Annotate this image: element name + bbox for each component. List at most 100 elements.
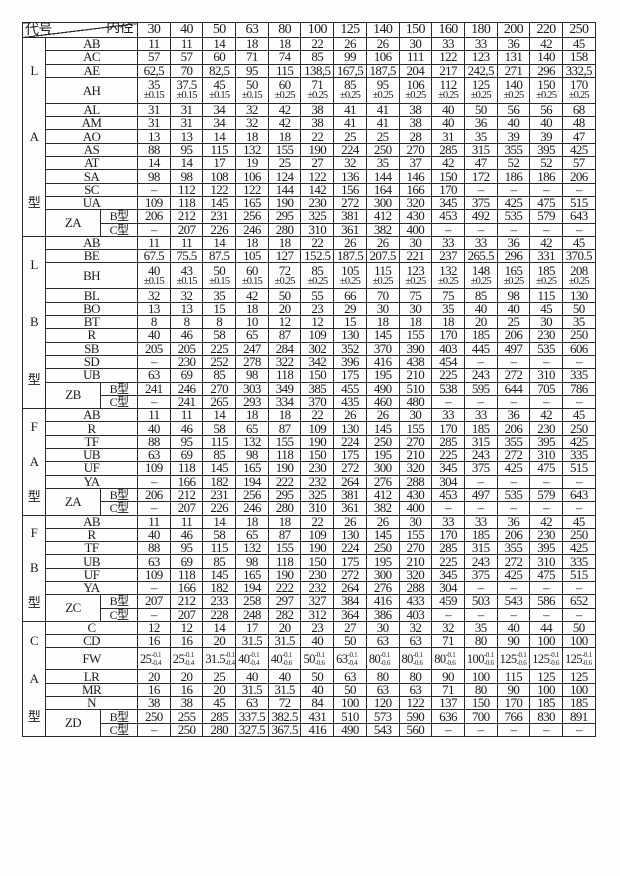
value-cell: 325: [300, 487, 335, 503]
value-cell: –: [496, 580, 531, 596]
value: 123: [406, 262, 425, 278]
value-cell: 212: [169, 209, 204, 224]
value-cell: 56: [496, 102, 531, 118]
value-cell: 18: [431, 315, 465, 330]
table-row: UF 109 118 145 165 190 230 272 300 320 345 375 425 47…: [23, 567, 596, 582]
row-code: TF: [44, 434, 139, 450]
value-cell: 334: [267, 394, 302, 410]
row-code: ZA: [45, 209, 101, 237]
value-cell: 370: [300, 394, 335, 410]
value-cell: 127: [267, 249, 302, 264]
value-cell: 115: [267, 63, 302, 78]
value-cell: 118: [267, 368, 302, 383]
row-code: AB: [44, 408, 139, 423]
value: 132: [439, 262, 457, 278]
value-cell: 190: [267, 567, 302, 582]
table-row: F B 型 AB 11 11 14 18 18 22 26 26 30 33 33 36 42 45: [22, 514, 596, 622]
value-cell: 396: [333, 354, 367, 370]
table-row: C型 –241 265 293 334 370 435 460 480– – – – –: [23, 394, 596, 410]
upper-limit: -0.1: [151, 650, 162, 659]
value-cell: 60: [202, 50, 237, 65]
value-cell: 39: [496, 129, 531, 144]
value-cell: 276: [365, 580, 400, 596]
value-cell: 165: [235, 195, 269, 211]
group-label-char: B: [29, 314, 39, 330]
value-cell: 243: [463, 368, 498, 383]
value-cell: 122: [235, 182, 269, 197]
table-row: R 40 46 58 65 87 109 130 145 155 170 185 206 230 250: [23, 527, 596, 543]
value-cell: 228: [202, 607, 237, 622]
value-cell: 20: [267, 301, 302, 317]
value-cell: 364: [333, 607, 367, 622]
table-row: UB 63 69 85 98 118 150 175 195 210 225 243 272 310 335: [23, 368, 596, 383]
value-cell: 248: [235, 607, 269, 622]
value-cell: 182: [202, 580, 237, 596]
value-cell: 170: [431, 527, 465, 543]
value-cell: 535: [496, 209, 531, 224]
value-cell: –: [463, 474, 498, 489]
value-cell: 41: [333, 102, 367, 118]
value-cell: 31.5: [267, 634, 302, 649]
value-cell: 95: [235, 63, 269, 78]
value-cell: –: [137, 607, 171, 622]
bore-header: 180: [463, 22, 498, 38]
value-cell: 187,5: [365, 63, 400, 78]
value-cell: 57: [169, 50, 204, 65]
table-row: C型 –207 228 248 282 312 364 386 403– – – – –: [23, 607, 596, 622]
value-cell: 63: [137, 554, 171, 569]
group-label-char: 型: [27, 595, 41, 611]
value-cell: –: [529, 607, 563, 622]
tolerance-limits: -0.1 -0.4: [184, 651, 194, 667]
value-cell: 304: [431, 474, 465, 489]
row-code: CD: [44, 634, 139, 649]
value-cell: 87: [267, 328, 302, 343]
value-cell: 100: [561, 682, 596, 698]
value-cell: 88: [137, 434, 171, 450]
value-cell: 90: [496, 682, 531, 698]
value-cell: –: [137, 580, 171, 596]
value-cell: 175: [333, 448, 367, 463]
value-cell: –: [496, 354, 531, 370]
value-cell: 325: [300, 209, 335, 224]
tolerance-limits: -0.1 -0.6: [315, 651, 325, 667]
row-code: ZB: [45, 381, 101, 410]
value-cell: 18: [398, 315, 433, 330]
value-cell: 145: [202, 567, 237, 582]
value-cell: 579: [529, 487, 563, 503]
value-cell: 272: [333, 195, 367, 211]
value-cell: 109: [300, 421, 335, 436]
value: 106: [406, 77, 425, 93]
value-cell: 194: [235, 580, 269, 596]
value-cell: 250: [561, 421, 596, 436]
value-cell: 382: [365, 222, 400, 237]
value-cell: 395: [529, 434, 563, 450]
value-cell: 80 -0.1 -0.6: [365, 647, 400, 671]
value-cell: 26: [365, 408, 400, 423]
bore-header: 200: [496, 22, 531, 38]
table-row: L A 型 AB 11 11 14 18 18 22 26 26 30 33 33 36 42 45: [22, 36, 596, 237]
value-cell: 375: [463, 461, 498, 476]
value-cell: 166: [169, 474, 204, 489]
value-cell: 243: [463, 554, 498, 569]
value-cell: 18: [235, 514, 269, 529]
value-cell: 18: [267, 129, 302, 144]
value-cell: 132: [235, 541, 269, 556]
value-cell: 26: [365, 514, 400, 529]
value-cell: 310: [529, 368, 563, 383]
group-label-char: 型: [27, 488, 41, 504]
value-cell: –: [463, 394, 498, 410]
value-cell: 430: [398, 487, 433, 503]
group-label-char: A: [29, 128, 39, 144]
value-cell: 355: [496, 142, 531, 158]
value-cell: 50: [333, 634, 367, 649]
value-cell: 90: [431, 669, 465, 684]
lower-limit: -0.4: [249, 658, 260, 667]
table-row: LR 20 20 25 40 40 50 63 80 80 90 100 115 125 125: [23, 669, 596, 684]
tolerance: ±0.15: [143, 275, 165, 287]
value-cell: 288: [398, 580, 433, 596]
value-cell: 586: [529, 594, 563, 609]
value-cell: 41: [365, 102, 400, 118]
value-cell: 36: [463, 116, 498, 131]
row-subtype: B型: [99, 594, 139, 609]
row-code: R: [44, 527, 139, 543]
